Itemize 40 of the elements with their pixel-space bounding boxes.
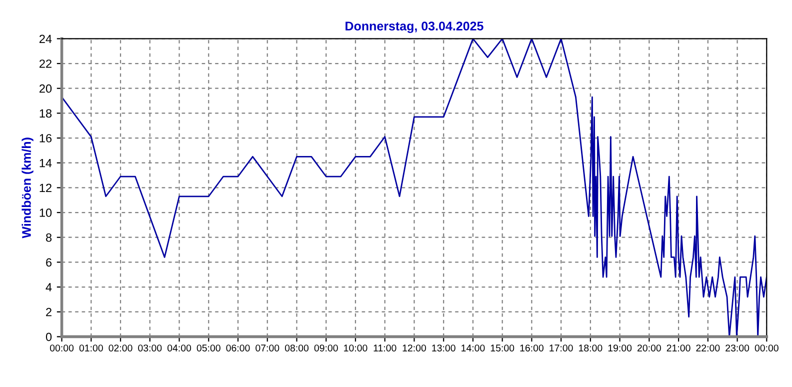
chart-title: Donnerstag, 03.04.2025 <box>346 22 484 34</box>
x-tick-label: 13:00 <box>432 344 456 352</box>
y-tick-label: 0 <box>46 332 52 342</box>
x-tick-label: 19:00 <box>608 344 632 352</box>
x-tick-label: 20:00 <box>638 344 661 352</box>
x-tick-label: 09:00 <box>314 344 338 352</box>
x-tick-label: 05:00 <box>196 344 220 352</box>
x-tick-label: 07:00 <box>256 344 280 352</box>
y-axis-title: Windböen (km/h) <box>22 138 34 238</box>
x-tick-label: 16:00 <box>520 344 544 352</box>
x-tick-label: 00:00 <box>50 344 74 352</box>
y-tick-label: 2 <box>46 308 52 316</box>
x-tick-label: 17:00 <box>550 344 573 352</box>
x-tick-label: 06:00 <box>226 344 250 352</box>
x-tick-label: 12:00 <box>402 344 426 352</box>
y-tick-label: 6 <box>46 258 52 267</box>
y-tick-label: 18 <box>40 109 52 118</box>
x-tick-label: 21:00 <box>666 344 690 352</box>
x-tick-label: 14:00 <box>462 344 485 352</box>
y-tick-label: 20 <box>40 84 52 93</box>
x-tick-label: 03:00 <box>138 344 162 352</box>
x-tick-label: 22:00 <box>696 344 720 352</box>
y-tick-label: 4 <box>46 283 52 292</box>
x-tick-label: 02:00 <box>108 344 132 352</box>
x-tick-label: 01:00 <box>79 344 103 352</box>
y-tick-label: 10 <box>40 208 52 217</box>
x-tick-label: 11:00 <box>374 344 396 352</box>
y-tick-label: 16 <box>40 134 52 142</box>
x-tick-label: 18:00 <box>579 344 602 352</box>
x-tick-label: 04:00 <box>167 344 192 352</box>
x-tick-label: 10:00 <box>344 344 368 352</box>
y-tick-label: 14 <box>40 159 52 168</box>
x-tick-label: 23:00 <box>726 344 750 352</box>
y-tick-label: 12 <box>40 184 52 192</box>
x-tick-label: 08:00 <box>284 344 309 352</box>
y-tick-label: 24 <box>40 34 52 43</box>
x-tick-label: 15:00 <box>490 344 514 352</box>
x-tick-label: 00:00 <box>754 344 778 352</box>
y-tick-label: 22 <box>40 60 52 68</box>
y-tick-label: 8 <box>46 233 52 242</box>
